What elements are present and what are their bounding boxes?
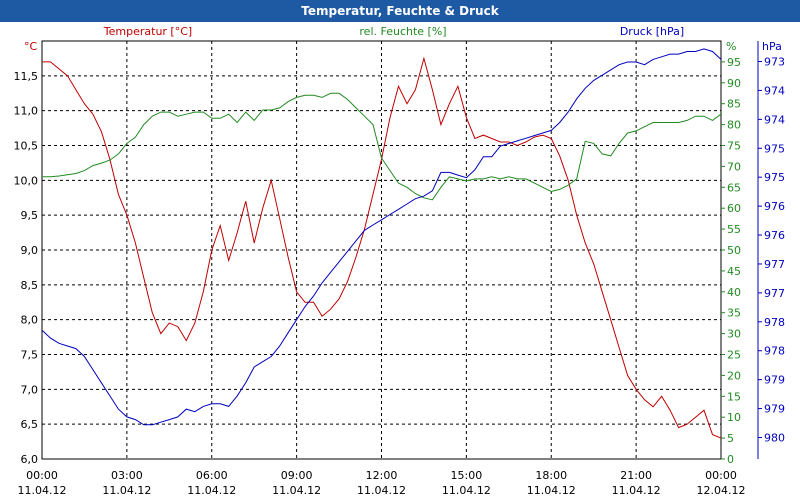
humidity-tick-label: 50 — [727, 244, 741, 257]
pressure-unit-label: hPa — [762, 40, 782, 53]
series-line-pressure — [41, 48, 722, 426]
x-tick-date: 11.04.12 — [187, 484, 236, 497]
temperature-tick-label: 10,5 — [14, 140, 39, 153]
humidity-tick-label: 75 — [727, 140, 741, 153]
pressure-axis-title: Druck [hPa] — [620, 25, 684, 38]
pressure-tick-label: 980 — [764, 432, 785, 445]
x-tick-date: 11.04.12 — [442, 484, 491, 497]
humidity-tick-label: 25 — [727, 349, 741, 362]
pressure-tick-label: 978 — [764, 345, 785, 358]
pressure-tick-label: 974 — [764, 84, 785, 97]
x-tick-time: 03:00 — [111, 469, 143, 482]
temperature-tick-label: 9,0 — [21, 244, 39, 257]
humidity-tick-label: 60 — [727, 202, 741, 215]
temperature-tick-label: 9,5 — [21, 209, 39, 222]
humidity-tick-label: 70 — [727, 160, 741, 173]
humidity-tick-label: 20 — [727, 369, 741, 382]
humidity-tick-label: 35 — [727, 307, 741, 320]
humidity-unit-label: % — [726, 40, 736, 53]
humidity-tick-label: 10 — [727, 411, 741, 424]
x-tick-time: 00:00 — [705, 469, 737, 482]
pressure-tick-label: 979 — [764, 374, 785, 387]
pressure-tick-label: 978 — [764, 316, 785, 329]
temperature-tick-label: 7,0 — [21, 383, 39, 396]
x-tick-date: 11.04.12 — [18, 484, 67, 497]
series-line-humidity — [42, 92, 722, 201]
x-tick-date: 11.04.12 — [272, 484, 321, 497]
humidity-tick-label: 40 — [727, 286, 741, 299]
temperature-tick-label: 6,0 — [21, 453, 39, 466]
x-tick-date: 12.04.12 — [697, 484, 746, 497]
humidity-tick-label: 65 — [727, 181, 741, 194]
temperature-unit-label: °C — [24, 40, 38, 53]
x-tick-time: 18:00 — [535, 469, 567, 482]
humidity-tick-label: 5 — [727, 432, 734, 445]
humidity-tick-label: 80 — [727, 119, 741, 132]
humidity-tick-label: 55 — [727, 223, 741, 236]
pressure-tick-label: 976 — [764, 200, 785, 213]
x-tick-time: 00:00 — [26, 469, 58, 482]
pressure-tick-label: 977 — [764, 287, 785, 300]
temperature-tick-label: 8,0 — [21, 314, 39, 327]
humidity-tick-label: 30 — [727, 328, 741, 341]
series-line-temperature — [42, 56, 722, 439]
temperature-tick-label: 8,5 — [21, 279, 39, 292]
humidity-tick-label: 90 — [727, 77, 741, 90]
humidity-axis-title: rel. Feuchte [%] — [359, 25, 446, 38]
pressure-tick-label: 975 — [764, 142, 785, 155]
temperature-tick-label: 10,0 — [14, 174, 39, 187]
x-tick-time: 09:00 — [281, 469, 313, 482]
temperature-axis-title: Temperatur [°C] — [103, 25, 192, 38]
pressure-tick-label: 979 — [764, 403, 785, 416]
pressure-tick-label: 974 — [764, 113, 785, 126]
temperature-tick-label: 11,0 — [14, 105, 39, 118]
temperature-tick-label: 11,5 — [14, 70, 39, 83]
x-tick-date: 11.04.12 — [102, 484, 151, 497]
x-tick-date: 11.04.12 — [527, 484, 576, 497]
chart-title: Temperatur, Feuchte & Druck — [0, 0, 800, 22]
x-tick-time: 21:00 — [620, 469, 652, 482]
x-tick-time: 06:00 — [196, 469, 228, 482]
pressure-tick-label: 973 — [764, 56, 785, 69]
humidity-tick-label: 15 — [727, 390, 741, 403]
humidity-tick-label: 0 — [727, 453, 734, 466]
humidity-tick-label: 45 — [727, 265, 741, 278]
temperature-tick-label: 7,5 — [21, 349, 39, 362]
pressure-tick-label: 977 — [764, 258, 785, 271]
x-tick-date: 11.04.12 — [357, 484, 406, 497]
humidity-tick-label: 95 — [727, 56, 741, 69]
pressure-tick-label: 975 — [764, 171, 785, 184]
x-tick-time: 15:00 — [451, 469, 483, 482]
x-tick-time: 12:00 — [366, 469, 398, 482]
pressure-tick-label: 976 — [764, 229, 785, 242]
temperature-tick-label: 6,5 — [21, 418, 39, 431]
humidity-tick-label: 85 — [727, 98, 741, 111]
x-tick-date: 11.04.12 — [612, 484, 661, 497]
